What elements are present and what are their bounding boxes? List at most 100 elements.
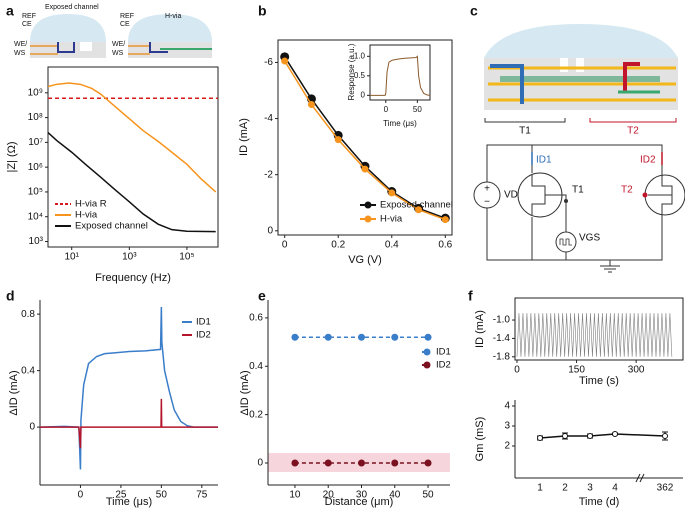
y-tick-label: -2 (264, 169, 273, 180)
marker (324, 333, 332, 341)
marker (424, 459, 432, 467)
x-tick-label: 0 (384, 105, 389, 114)
x-tick-label: 40 (389, 490, 401, 501)
marker (537, 435, 543, 441)
legend-label: H-via (380, 214, 403, 225)
y-tick-label: -4 (264, 113, 273, 124)
y-axis-label: |Z| (Ω) (6, 141, 18, 172)
channel (149, 42, 168, 53)
wire (486, 144, 663, 261)
marker (291, 333, 299, 341)
series-line (47, 82, 217, 193)
x-tick-label: 0.4 (385, 240, 399, 251)
y-tick-label: 10⁸ (28, 112, 43, 123)
x-axis-label: Time (μs) (383, 119, 417, 128)
x-tick-label: 0 (78, 490, 84, 501)
marker (334, 136, 342, 144)
chart: 2 3 4 1 2 3 4 362 Time (d) Gm (mS) (474, 400, 683, 508)
label: WS (14, 50, 26, 57)
circuit-label: ID2 (640, 155, 656, 166)
well (560, 58, 568, 72)
symbol: − (484, 197, 490, 208)
marker (612, 431, 618, 437)
marker (357, 459, 365, 467)
marker (587, 433, 593, 439)
y-tick-label: 10⁵ (28, 187, 43, 198)
electrolyte (30, 14, 106, 42)
y-tick-label: 10⁴ (28, 211, 43, 222)
x-axis-label: Time (s) (579, 375, 619, 387)
x-tick-label: 10¹ (65, 252, 80, 263)
series-line (39, 307, 218, 470)
y-tick-label: 0.6 (249, 313, 263, 324)
y-tick-label: 2 (504, 441, 510, 452)
y-tick-label: 0.4 (249, 361, 263, 372)
y-axis-label: ΔID (mA) (239, 370, 251, 415)
y-tick-label: 0.2 (249, 409, 263, 420)
series-line (370, 55, 431, 96)
legend-label: Exposed channel (380, 200, 453, 211)
circuit-label: T2 (621, 185, 633, 196)
x-axis-label: Frequency (Hz) (95, 272, 171, 284)
y-tick-label: 3 (504, 421, 510, 432)
y-axis-label: Response (a.u.) (347, 43, 356, 100)
marker (441, 216, 449, 224)
x-tick-label: 10⁵ (179, 252, 194, 263)
marker (324, 459, 332, 467)
circuit-label: VGS (579, 233, 600, 244)
x-tick-label: 362 (657, 483, 674, 494)
marker (388, 189, 396, 197)
panel-label: a (6, 3, 14, 19)
y-tick-label: 0 (361, 90, 366, 99)
label: H-via (165, 13, 181, 20)
label: CE (22, 21, 32, 28)
series-line (516, 313, 673, 357)
y-tick-label: -6 (264, 57, 273, 68)
label: REF (22, 13, 36, 20)
panel-label: d (6, 288, 15, 304)
chart: 10 20 30 40 50 0 0.2 0.4 0.6 Distance (μm) ΔID (mA… (239, 288, 451, 508)
plot-frame (369, 44, 431, 101)
node (642, 192, 648, 198)
panel-label: f (468, 288, 473, 304)
x-tick-label: 0 (282, 240, 288, 251)
y-tick-label: 1.0 (354, 51, 366, 60)
marker (291, 459, 299, 467)
x-tick-label: 10 (289, 490, 301, 501)
chart: 0 150 300 -1.0 -1.4 -1.8 Time (s) ID (mA)f (468, 288, 684, 387)
ground (565, 252, 620, 273)
series-line (539, 433, 666, 439)
channel (57, 42, 75, 53)
y-tick-label: 0 (29, 422, 35, 433)
symbol: + (484, 184, 490, 195)
transistor-symbol (648, 175, 673, 215)
y-axis-label: ID (mA) (474, 310, 486, 348)
chart: 0 25 50 75 0 0.4 0.8 Time (μs) ΔID (mA) d ID1 ID2 (6, 288, 218, 508)
x-tick-label: 50 (422, 490, 434, 501)
marker (361, 165, 369, 173)
y-tick-label: 0 (267, 225, 273, 236)
schematic: REF CE Exposed channel WE/ WS REF CE H-v… (14, 4, 212, 58)
x-axis-label: VG (V) (348, 254, 382, 266)
marker (562, 433, 568, 439)
y-tick-label: -1.8 (493, 351, 511, 362)
series-line (40, 398, 218, 449)
panel-label: c (470, 3, 478, 19)
label: REF (120, 13, 134, 20)
x-tick-label: 150 (568, 365, 585, 376)
device-diagram: c T1 T2 + − VDS T1 ID1 VGS T2 (470, 3, 685, 273)
substrate (30, 42, 106, 58)
legend-label: ID2 (436, 360, 451, 371)
legend-marker (364, 215, 372, 223)
x-axis-label: Time (d) (579, 496, 620, 508)
x-tick-label: 4 (612, 483, 618, 494)
legend-label: ID2 (196, 330, 211, 341)
x-tick-label: 0.6 (438, 240, 452, 251)
x-tick-label: 25 (115, 490, 127, 501)
marker (415, 206, 423, 214)
x-tick-label: 1 (537, 483, 543, 494)
node (564, 199, 568, 203)
panel-label: e (258, 288, 266, 304)
